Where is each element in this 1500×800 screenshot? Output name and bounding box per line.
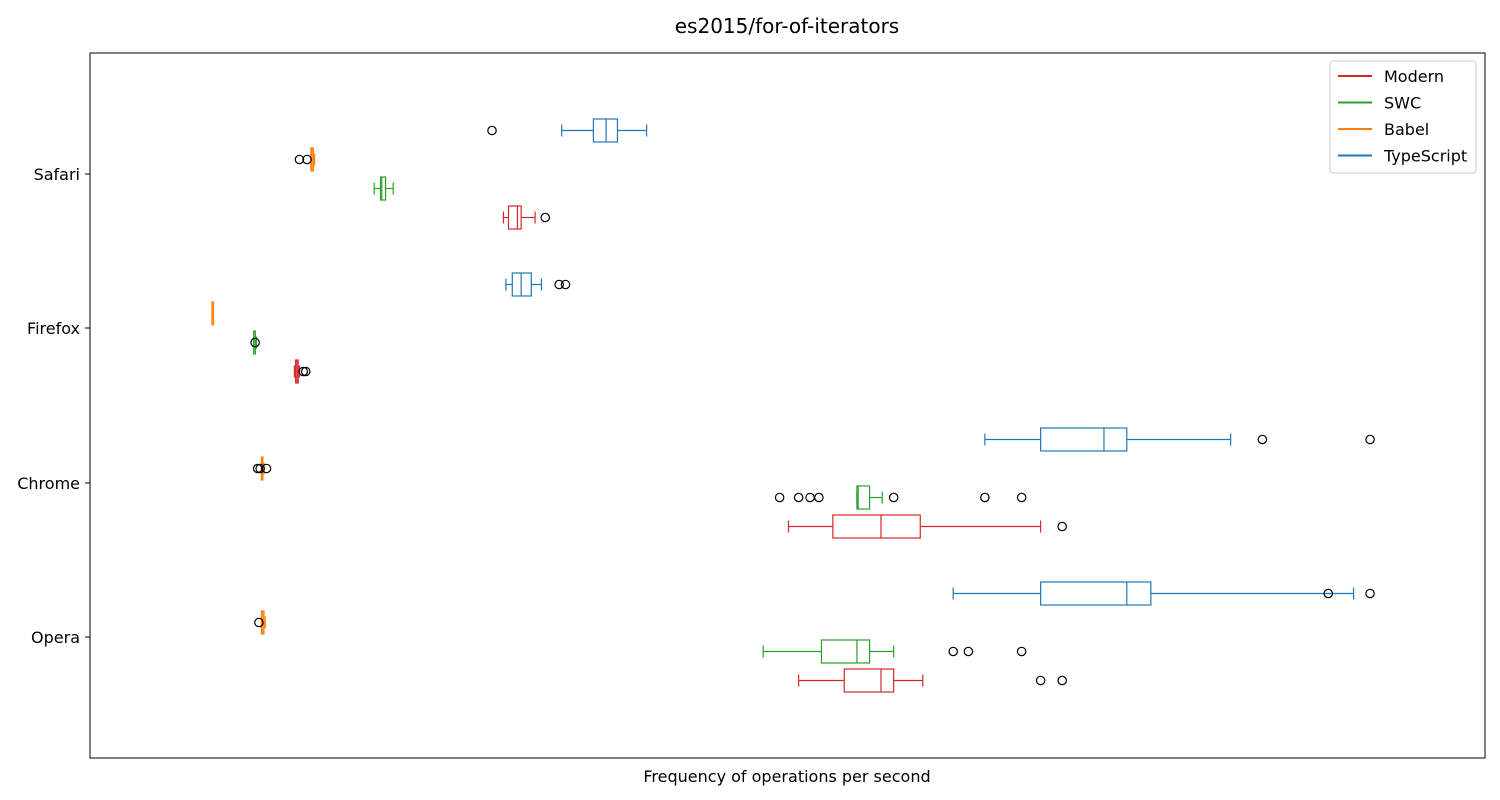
chart-title: es2015/for-of-iterators (675, 14, 899, 38)
outlier-point (254, 617, 264, 628)
outlier-point (302, 154, 312, 165)
box-iqr (507, 205, 522, 230)
y-tick-label: Opera (31, 628, 80, 647)
outlier-point (1257, 434, 1268, 445)
x-axis-label: Frequency of operations per second (643, 767, 930, 786)
outlier-point (255, 463, 265, 474)
box-iqr (511, 272, 532, 297)
box-typescript-opera (952, 581, 1375, 606)
y-tick-label: Firefox (27, 319, 80, 338)
box-plots (211, 118, 1375, 693)
outlier-point (1057, 521, 1067, 532)
box-babel-firefox (211, 301, 215, 326)
outlier-point (814, 492, 824, 503)
box-iqr (1040, 427, 1128, 452)
outlier-point (1035, 675, 1046, 686)
legend-label-swc: SWC (1384, 94, 1421, 113)
box-iqr (856, 485, 871, 510)
legend-frame (1329, 60, 1477, 174)
outlier-point (250, 337, 260, 348)
outlier-point (1365, 588, 1375, 599)
outlier-point (980, 492, 990, 503)
outlier-point (261, 463, 272, 474)
legend: Modern SWC Babel TypeScript (1329, 60, 1477, 174)
box-modern-safari (502, 205, 551, 230)
box-iqr (1040, 581, 1152, 606)
legend-label-babel: Babel (1384, 120, 1429, 139)
box-modern-firefox (293, 359, 311, 384)
outlier-point (554, 279, 564, 290)
box-modern-opera (798, 668, 1067, 693)
box-iqr (843, 668, 895, 693)
outlier-point (294, 154, 305, 165)
outlier-point (540, 212, 551, 223)
box-iqr (832, 514, 921, 539)
outlier-point (888, 492, 899, 503)
outlier-point (774, 492, 785, 503)
outlier-point (793, 492, 804, 503)
plot-area-frame (89, 52, 1486, 759)
outlier-point (1016, 646, 1027, 657)
box-iqr (820, 639, 871, 664)
outlier-point (963, 646, 974, 657)
outlier-point (1016, 492, 1027, 503)
box-babel-opera (254, 610, 266, 635)
box-typescript-safari (487, 118, 648, 143)
y-axis: Opera Chrome Firefox Safari (17, 165, 90, 647)
box-iqr (379, 176, 387, 201)
outlier-point (1365, 434, 1375, 445)
box-swc-chrome (774, 485, 1027, 510)
box-typescript-chrome (984, 427, 1375, 452)
outlier-point (300, 366, 311, 377)
box-modern-chrome (787, 514, 1067, 539)
box-swc-safari (373, 176, 394, 201)
box-swc-opera (762, 639, 1027, 664)
outlier-point (948, 646, 959, 657)
y-tick-label: Chrome (17, 474, 80, 493)
box-babel-chrome (252, 456, 272, 481)
box-babel-safari (294, 147, 316, 172)
outlier-point (560, 279, 571, 290)
outlier-point (805, 492, 815, 503)
outlier-point (487, 125, 497, 136)
box-typescript-firefox (505, 272, 571, 297)
legend-label-typescript: TypeScript (1383, 147, 1467, 166)
y-tick-label: Safari (34, 165, 80, 184)
legend-label-modern: Modern (1384, 67, 1444, 86)
outlier-point (1057, 675, 1067, 686)
box-swc-firefox (250, 330, 260, 355)
box-iqr (592, 118, 619, 143)
outlier-point (298, 366, 309, 377)
outlier-point (1323, 588, 1334, 599)
